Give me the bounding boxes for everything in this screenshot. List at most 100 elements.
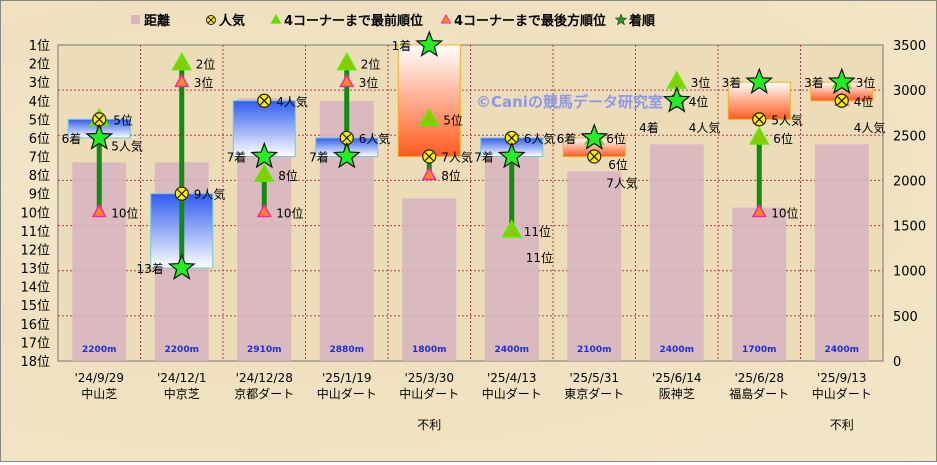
legend-swatch-popularity-cross <box>207 16 215 24</box>
first-position-marker <box>501 219 523 238</box>
finish-marker <box>415 30 444 57</box>
finish-label: 7着 <box>309 150 329 165</box>
x-tick-date: '24/9/29 <box>74 371 124 385</box>
first-position-marker <box>336 52 358 71</box>
first-position-label: 5位 <box>113 112 133 127</box>
left-axis-tick: 15位 <box>20 299 50 314</box>
finish-label: 6着 <box>557 131 577 146</box>
finish-label: 3着 <box>722 75 742 90</box>
first-position-label: 8位 <box>278 168 298 183</box>
left-axis-tick: 1位 <box>29 39 50 54</box>
x-tick-date: '24/12/1 <box>157 371 207 385</box>
finish-label: 7着 <box>227 150 247 165</box>
last-position-label: 4位 <box>854 94 874 109</box>
last-position-marker <box>174 73 190 88</box>
left-axis-tick: 14位 <box>20 281 50 296</box>
left-axis-tick: 11位 <box>20 225 50 240</box>
race-note: 不利 <box>417 418 441 432</box>
popularity-marker-cross <box>754 114 764 124</box>
popularity-marker-cross <box>507 133 517 143</box>
first-position-label: 2位 <box>361 57 381 72</box>
distance-bar <box>567 171 622 361</box>
last-position-marker <box>421 166 437 181</box>
popularity-marker-cross <box>589 152 599 161</box>
legend-label: 距離 <box>144 13 170 29</box>
distance-bar <box>649 144 704 361</box>
popularity-label: 5人気 <box>111 138 143 153</box>
legend-swatch-finish <box>614 13 628 26</box>
first-position-marker <box>253 163 275 182</box>
right-axis-tick: 2000 <box>893 174 926 189</box>
legend: 距離 人気 4コーナーまで最前順位 4コーナーまで最後方順位 着順 <box>131 13 656 29</box>
legend-label: 人気 <box>219 13 245 29</box>
left-axis-tick: 2位 <box>29 58 50 73</box>
right-axis-tick: 2500 <box>893 129 926 144</box>
x-tick-course: 阪神芝 <box>659 386 695 401</box>
x-tick-course: 中山芝 <box>81 386 117 401</box>
left-axis-tick: 16位 <box>20 318 50 333</box>
left-axis-tick: 8位 <box>29 169 50 184</box>
legend-swatch-first-position <box>270 14 282 24</box>
x-tick-date: '25/4/13 <box>487 371 537 385</box>
distance-bar-label: 2200m <box>82 345 116 355</box>
popularity-label: 7人気 <box>606 176 638 191</box>
popularity-marker-cross <box>94 114 104 124</box>
distance-bar-label: 2880m <box>330 345 364 355</box>
watermark: ©Caniの競馬データ研究室 <box>476 93 663 111</box>
x-tick-date: '25/9/13 <box>817 371 867 385</box>
x-tick-course: 福島ダート <box>729 386 789 401</box>
x-tick-course: 中山ダート <box>482 386 542 401</box>
first-position-marker <box>748 126 770 145</box>
x-tick-date: '25/1/19 <box>322 371 372 385</box>
last-position-label: 4位 <box>689 94 709 109</box>
first-position-label: 11位 <box>526 250 553 265</box>
popularity-label: 7人気 <box>441 150 473 165</box>
first-position-label: 3位 <box>691 75 711 90</box>
first-position-label: 3位 <box>856 75 876 90</box>
last-position-marker <box>751 203 767 218</box>
popularity-marker-cross <box>177 189 187 199</box>
right-axis-tick: 1000 <box>893 265 926 280</box>
distance-bar-label: 2910m <box>247 345 281 355</box>
last-position-label: 11位 <box>524 224 551 239</box>
popularity-label: 4人気 <box>276 94 308 109</box>
distance-bar <box>402 198 457 361</box>
left-axis-tick: 4位 <box>29 95 50 110</box>
finish-marker <box>745 67 774 95</box>
right-axis-tick: 0 <box>893 355 901 370</box>
distance-bar-label: 2100m <box>577 345 611 355</box>
left-axis-tick: 3位 <box>29 76 50 91</box>
finish-marker <box>167 253 196 281</box>
finish-label: 1着 <box>392 38 412 53</box>
finish-label: 4着 <box>639 120 659 135</box>
finish-label: 7着 <box>474 150 494 165</box>
x-tick-course: 中京芝 <box>164 386 200 401</box>
right-axis-tick: 3000 <box>893 84 926 99</box>
finish-marker <box>250 141 279 169</box>
distance-bar-label: 1800m <box>412 345 446 355</box>
distance-bar-label: 2400m <box>825 345 859 355</box>
finish-marker <box>662 86 691 113</box>
x-tick-date: '25/6/28 <box>734 371 784 385</box>
x-tick-date: '25/3/30 <box>404 371 454 385</box>
popularity-label: 9人気 <box>194 187 226 202</box>
last-position-label: 8位 <box>441 168 461 183</box>
left-axis-tick: 9位 <box>29 188 50 203</box>
first-position-marker <box>171 52 193 71</box>
first-position-marker <box>418 107 440 127</box>
last-position-label: 10位 <box>771 205 798 220</box>
right-axis-tick: 1500 <box>893 220 926 235</box>
distance-bar-label: 2400m <box>660 345 694 355</box>
x-tick-course: 中山ダート <box>812 386 872 401</box>
popularity-label: 6人気 <box>359 131 391 146</box>
distance-bar-label: 2400m <box>495 345 529 355</box>
first-position-label: 5位 <box>443 112 463 127</box>
popularity-marker-cross <box>837 96 847 106</box>
distance-bar <box>814 144 869 361</box>
left-axis-tick: 18位 <box>20 355 50 370</box>
last-position-label: 10位 <box>276 205 303 220</box>
legend-label: 4コーナーまで最後方順位 <box>454 13 606 29</box>
legend-label: 着順 <box>628 13 656 29</box>
left-axis-tick: 13位 <box>20 262 50 277</box>
